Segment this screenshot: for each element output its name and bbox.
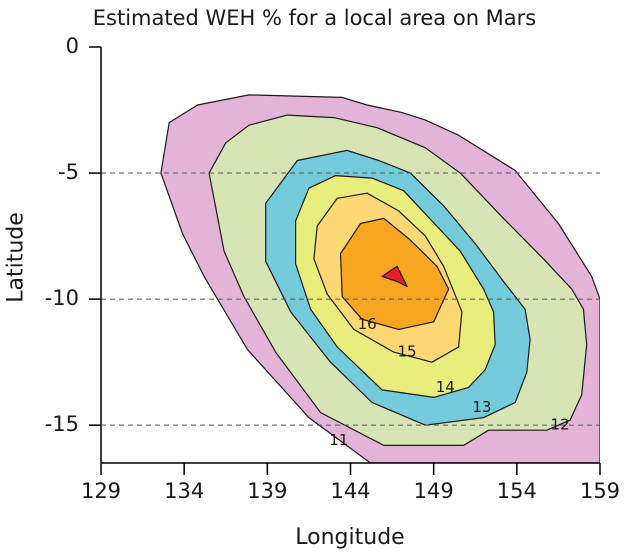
contour-band-17 — [381, 265, 408, 288]
contour-label-11: 11 — [329, 431, 348, 449]
x-tick-label: 129 — [81, 479, 121, 503]
contour-label-12: 12 — [551, 416, 570, 434]
x-axis-label: Longitude — [295, 525, 405, 550]
x-tick-label: 154 — [497, 479, 537, 503]
x-tick-label: 134 — [164, 479, 204, 503]
y-axis-label: Latitude — [3, 212, 29, 303]
x-tick-label: 159 — [580, 479, 620, 503]
x-tick-label: 144 — [330, 479, 370, 503]
chart-title: Estimated WEH % for a local area on Mars — [92, 6, 537, 30]
y-tick-label: -10 — [45, 286, 79, 310]
x-tick-label: 139 — [247, 479, 287, 503]
contour-label-15: 15 — [398, 343, 417, 361]
contour-label-14: 14 — [436, 378, 455, 396]
y-tick-label: -15 — [45, 412, 79, 436]
y-tick-label: -5 — [58, 160, 79, 184]
contour-bands — [160, 94, 600, 463]
y-tick-label: 0 — [66, 34, 79, 58]
contour-label-13: 13 — [472, 398, 491, 416]
contour-label-16: 16 — [358, 315, 377, 333]
x-tick-label: 149 — [414, 479, 454, 503]
